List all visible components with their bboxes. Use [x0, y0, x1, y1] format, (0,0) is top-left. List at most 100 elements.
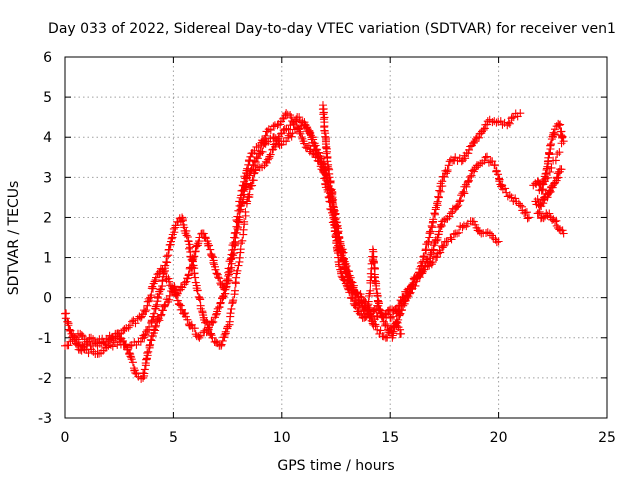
data-point-marker: [182, 231, 191, 240]
data-point-marker: [496, 180, 505, 189]
data-point-marker: [446, 155, 455, 164]
data-point-marker: [424, 237, 433, 246]
data-point-marker: [165, 295, 174, 304]
data-point-marker: [426, 229, 435, 238]
data-point-marker: [126, 341, 135, 350]
data-point-marker: [209, 258, 218, 267]
data-point-marker: [483, 152, 492, 161]
data-point-marker: [449, 230, 458, 239]
data-point-marker: [150, 309, 159, 318]
data-point-marker: [152, 273, 161, 282]
data-point-marker: [446, 209, 455, 218]
plot-frame: [64, 56, 608, 419]
data-point-marker: [549, 156, 558, 165]
data-point-marker: [206, 245, 215, 254]
data-point-marker: [148, 284, 157, 293]
x-axis-label: GPS time / hours: [277, 458, 394, 474]
data-point-marker: [178, 215, 187, 224]
data-point-marker: [345, 288, 354, 297]
data-point-marker: [147, 291, 156, 300]
data-point-marker: [425, 254, 434, 263]
data-point-marker: [235, 253, 244, 262]
data-point-marker: [193, 286, 202, 295]
data-point-marker: [557, 139, 566, 148]
data-point-marker: [464, 176, 473, 185]
data-point-marker: [328, 202, 337, 211]
data-point-marker: [124, 323, 133, 332]
data-point-marker: [232, 273, 241, 282]
data-point-marker: [239, 225, 248, 234]
data-point-marker: [207, 251, 216, 260]
series-track-c: [74, 109, 525, 350]
data-point-marker: [127, 353, 136, 362]
data-point-marker: [372, 284, 381, 293]
series-track-d: [318, 101, 406, 342]
data-point-marker: [266, 150, 275, 159]
data-point-marker: [490, 160, 499, 169]
data-point-marker: [154, 294, 163, 303]
data-point-marker: [169, 224, 178, 233]
data-point-marker: [413, 273, 422, 282]
data-point-marker: [282, 124, 291, 133]
data-point-marker: [465, 145, 474, 154]
data-point-marker: [287, 132, 296, 141]
data-point-marker: [191, 247, 200, 256]
data-point-marker: [247, 165, 256, 174]
data-point-marker: [104, 337, 113, 346]
data-point-marker: [507, 193, 516, 202]
data-point-marker: [316, 157, 325, 166]
data-point-marker: [458, 223, 467, 232]
data-point-marker: [85, 338, 94, 347]
data-point-marker: [417, 261, 426, 270]
data-point-marker: [443, 165, 452, 174]
data-point-marker: [155, 290, 164, 299]
data-point-marker: [555, 225, 564, 234]
data-point-marker: [369, 257, 378, 266]
data-point-marker: [208, 333, 217, 342]
data-point-marker: [212, 269, 221, 278]
data-point-marker: [479, 125, 488, 134]
data-point-marker: [555, 121, 564, 130]
data-point-marker: [319, 108, 328, 117]
data-point-marker: [511, 194, 520, 203]
data-point-marker: [484, 158, 493, 167]
data-point-marker: [353, 288, 362, 297]
data-point-marker: [494, 170, 503, 179]
data-point-marker: [152, 321, 161, 330]
data-point-marker: [146, 335, 155, 344]
data-point-marker: [261, 131, 270, 140]
data-point-marker: [454, 228, 463, 237]
data-point-marker: [535, 186, 544, 195]
data-point-marker: [236, 202, 245, 211]
data-point-marker: [442, 169, 451, 178]
data-point-marker: [147, 316, 156, 325]
data-point-marker: [218, 293, 227, 302]
data-point-marker: [554, 119, 563, 128]
data-point-marker: [211, 310, 220, 319]
series-track-a: [61, 109, 533, 383]
data-point-marker: [447, 235, 456, 244]
data-point-marker: [509, 113, 518, 122]
data-point-marker: [348, 294, 357, 303]
x-tick-label: 15: [381, 430, 399, 446]
data-point-marker: [524, 213, 533, 222]
data-point-marker: [188, 264, 197, 273]
data-point-marker: [544, 153, 553, 162]
data-point-marker: [464, 149, 473, 158]
data-point-marker: [341, 279, 350, 288]
data-point-marker: [430, 209, 439, 218]
data-point-marker: [464, 177, 473, 186]
data-point-marker: [558, 132, 567, 141]
data-point-marker: [306, 131, 315, 140]
data-point-marker: [474, 133, 483, 142]
data-point-marker: [164, 297, 173, 306]
y-tick-label: 6: [43, 50, 52, 66]
data-point-marker: [222, 282, 231, 291]
data-point-marker: [230, 245, 239, 254]
data-point-marker: [157, 310, 166, 319]
data-point-marker: [546, 140, 555, 149]
data-point-marker: [416, 268, 425, 277]
series-track-e: [529, 119, 568, 238]
data-point-marker: [251, 158, 260, 167]
